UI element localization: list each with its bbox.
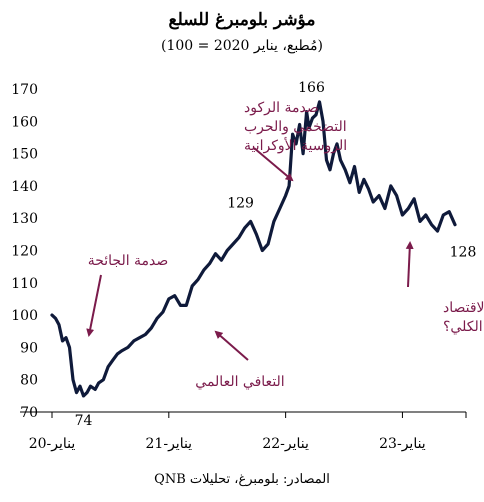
- annotation-text: صدمة الجائحة: [88, 253, 169, 269]
- x-tick-label: يناير-21: [146, 436, 193, 452]
- x-tick-label: يناير-22: [262, 436, 309, 452]
- y-tick-label: 140: [11, 179, 38, 195]
- y-tick-label: 80: [20, 373, 38, 389]
- annotation-text: استقرار الاقتصاد: [443, 300, 484, 316]
- annotation-arrow: [86, 274, 102, 337]
- data-label: 74: [75, 413, 93, 429]
- y-tick-label: 100: [11, 308, 38, 324]
- y-tick-label: 130: [11, 211, 38, 227]
- annotation-arrow: [405, 241, 414, 288]
- y-tick-label: 110: [11, 276, 38, 292]
- y-tick-label: 170: [11, 82, 38, 98]
- annotation-arrow: [253, 147, 294, 182]
- chart-subtitle: (مُطبع، يناير 2020 = 100): [160, 38, 324, 54]
- y-tick-label: 150: [11, 147, 38, 163]
- data-label: 128: [450, 245, 477, 261]
- data-label: 166: [298, 80, 325, 96]
- annotation-text: الروسية الأوكرانية: [244, 136, 347, 154]
- chart-title: مؤشر بلومبرغ للسلع: [168, 10, 316, 30]
- x-tick-label: يناير-23: [379, 436, 426, 452]
- y-tick-label: 70: [20, 405, 38, 421]
- source-note: المصادر: بلومبرغ، تحليلات QNB: [154, 472, 330, 487]
- y-tick-label: 160: [11, 114, 38, 130]
- data-label: 129: [227, 195, 254, 211]
- annotation-arrow: [214, 330, 249, 361]
- annotation-text: التضخمي والحرب: [244, 119, 347, 135]
- x-tick-label: يناير-20: [29, 436, 76, 452]
- annotation-text: التعافي العالمي: [195, 374, 284, 390]
- y-tick-label: 90: [20, 340, 38, 356]
- annotation-text: صدمة الركود: [244, 100, 319, 116]
- y-tick-label: 120: [11, 244, 38, 260]
- annotation-text: الكلي؟: [443, 319, 483, 335]
- series-line: [50, 100, 457, 398]
